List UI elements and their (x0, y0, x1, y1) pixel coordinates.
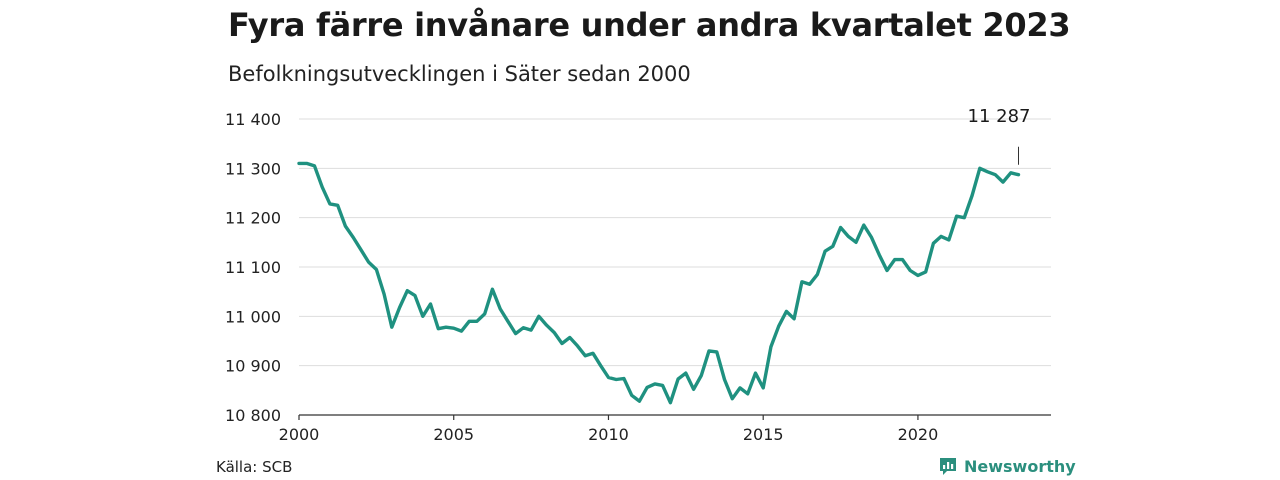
y-tick-label: 11 400 (225, 110, 281, 129)
newsworthy-logo-icon (940, 458, 956, 475)
population-series-line (297, 161, 1021, 405)
y-tick-label: 11 000 (225, 307, 281, 326)
chart-subtitle: Befolkningsutvecklingen i Säter sedan 20… (228, 62, 691, 86)
y-axis-labels: 10 800 10 900 11 000 11 100 11 200 11 300 11 4… (225, 110, 281, 425)
brand-name: Newsworthy (964, 456, 1076, 476)
x-tick-label: 2000 (279, 425, 320, 444)
x-tick-label: 2020 (898, 425, 939, 444)
y-tick-label: 11 100 (225, 258, 281, 277)
brand-logo: Newsworthy (938, 456, 1076, 476)
x-tick-label: 2005 (433, 425, 474, 444)
source-credit: Källa: SCB (216, 458, 293, 476)
latest-value-label: 11 287 (968, 106, 1031, 127)
grid-lines (299, 118, 1051, 367)
chart-title: Fyra färre invånare under andra kvartale… (228, 6, 1071, 44)
y-tick-label: 10 800 (225, 406, 281, 425)
x-tick-label: 2015 (743, 425, 784, 444)
x-axis-labels: 2000 2005 2010 2015 2020 (279, 415, 939, 444)
y-tick-label: 11 300 (225, 159, 281, 178)
y-tick-label: 11 200 (225, 209, 281, 228)
x-tick-label: 2010 (588, 425, 629, 444)
y-tick-label: 10 900 (225, 357, 281, 376)
